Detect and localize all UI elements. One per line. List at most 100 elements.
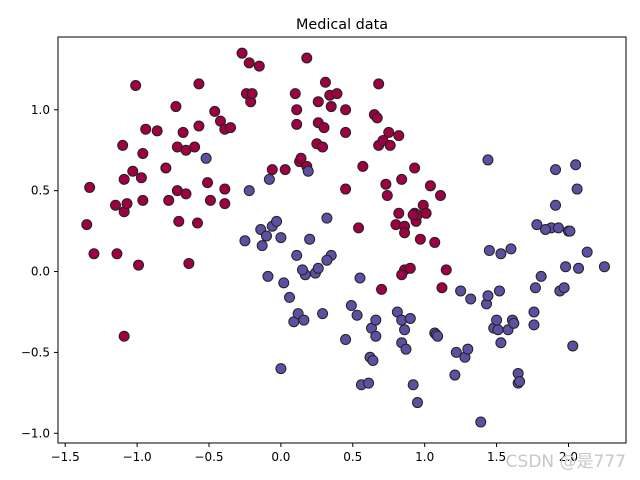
data-point-class-1 (170, 101, 182, 113)
data-point-class-0 (345, 300, 357, 312)
points-layer (81, 47, 610, 428)
data-point-class-1 (279, 164, 291, 176)
data-point-class-0 (570, 159, 582, 171)
data-point-class-0 (275, 232, 287, 244)
data-point-class-0 (528, 306, 540, 318)
data-point-class-0 (256, 240, 268, 252)
data-point-class-0 (278, 277, 290, 289)
data-point-class-1 (219, 198, 231, 210)
data-point-class-0 (508, 317, 520, 329)
data-point-class-1 (111, 248, 123, 260)
data-point-class-1 (399, 227, 411, 239)
watermark: CSDN @是777 (505, 452, 626, 472)
data-point-class-1 (383, 126, 395, 138)
data-point-class-1 (440, 264, 452, 276)
data-point-class-1 (420, 207, 432, 219)
data-point-class-1 (236, 47, 248, 59)
data-point-class-1 (393, 130, 405, 142)
data-point-class-1 (81, 219, 93, 231)
x-tick-label: 2.0 (559, 450, 578, 464)
data-point-class-1 (381, 190, 393, 202)
data-point-class-1 (396, 173, 408, 185)
data-point-class-0 (482, 290, 494, 302)
data-point-class-1 (127, 165, 139, 177)
data-point-class-1 (340, 126, 352, 138)
data-point-class-1 (225, 122, 237, 134)
data-point-class-1 (414, 233, 426, 245)
data-point-class-1 (396, 269, 408, 281)
data-point-class-1 (202, 177, 214, 189)
data-point-class-1 (253, 60, 265, 72)
data-point-class-1 (436, 282, 448, 294)
data-point-class-0 (321, 212, 333, 224)
data-point-class-1 (353, 222, 365, 234)
data-point-class-0 (573, 262, 585, 274)
data-point-class-1 (177, 126, 189, 138)
data-point-class-0 (304, 233, 316, 245)
data-point-class-0 (449, 369, 461, 381)
data-point-class-1 (291, 104, 303, 116)
data-point-class-1 (173, 215, 185, 227)
data-point-class-0 (550, 199, 562, 211)
x-tick-label: 0.5 (343, 450, 362, 464)
data-point-class-1 (312, 96, 324, 108)
data-point-class-1 (340, 104, 352, 116)
data-point-class-0 (492, 324, 504, 336)
data-point-class-0 (491, 314, 503, 326)
data-point-class-0 (495, 248, 507, 260)
data-point-class-1 (317, 141, 329, 153)
data-point-class-1 (325, 101, 337, 113)
x-tick-label: −1.0 (123, 450, 152, 464)
data-point-class-1 (407, 209, 419, 221)
data-point-class-0 (340, 333, 352, 345)
data-point-class-0 (465, 293, 477, 305)
data-point-class-1 (404, 262, 416, 274)
data-point-class-0 (550, 164, 562, 176)
plot-frame (57, 36, 627, 444)
data-point-class-1 (424, 180, 436, 192)
y-tick-label: −1.0 (21, 426, 50, 440)
data-point-class-1 (118, 330, 130, 342)
data-point-class-1 (429, 236, 441, 248)
data-point-class-0 (581, 246, 593, 258)
data-point-class-0 (312, 262, 324, 274)
data-point-class-1 (140, 123, 152, 135)
data-point-class-0 (571, 183, 583, 195)
data-point-class-1 (151, 125, 163, 137)
data-point-class-0 (531, 219, 543, 231)
data-point-class-1 (301, 52, 313, 64)
x-tick-label: −1.5 (51, 450, 80, 464)
data-point-class-1 (380, 178, 392, 190)
y-tick-label: −0.5 (21, 345, 50, 359)
data-point-class-0 (271, 215, 283, 227)
data-point-class-0 (560, 261, 572, 273)
data-point-class-1 (135, 172, 147, 184)
y-tick-label: 1.0 (31, 103, 50, 117)
data-point-class-0 (450, 346, 462, 358)
data-point-class-0 (263, 173, 275, 185)
data-point-class-0 (482, 154, 494, 166)
data-point-class-1 (291, 118, 303, 130)
data-point-class-1 (163, 194, 175, 206)
data-point-class-1 (371, 112, 383, 124)
data-point-class-0 (552, 222, 564, 234)
x-axis: −1.5 −1.0 −0.5 0.0 0.5 1.0 1.5 2.0 (51, 443, 578, 464)
data-point-class-1 (209, 105, 221, 117)
data-point-class-0 (351, 309, 363, 321)
data-point-class-0 (317, 308, 329, 320)
data-point-class-0 (243, 185, 255, 197)
data-point-class-0 (370, 330, 382, 342)
data-point-class-0 (411, 397, 423, 409)
data-point-class-1 (318, 122, 330, 134)
data-point-class-1 (137, 147, 149, 159)
data-point-class-1 (409, 162, 421, 174)
data-point-class-1 (289, 88, 301, 100)
y-tick-label: 0.0 (31, 265, 50, 279)
data-point-class-0 (432, 330, 444, 342)
data-point-class-0 (321, 254, 333, 266)
data-point-class-1 (204, 194, 216, 206)
data-point-class-0 (200, 152, 212, 164)
data-point-class-1 (117, 139, 129, 151)
chart-title: Medical data (296, 17, 388, 33)
data-point-class-1 (393, 207, 405, 219)
